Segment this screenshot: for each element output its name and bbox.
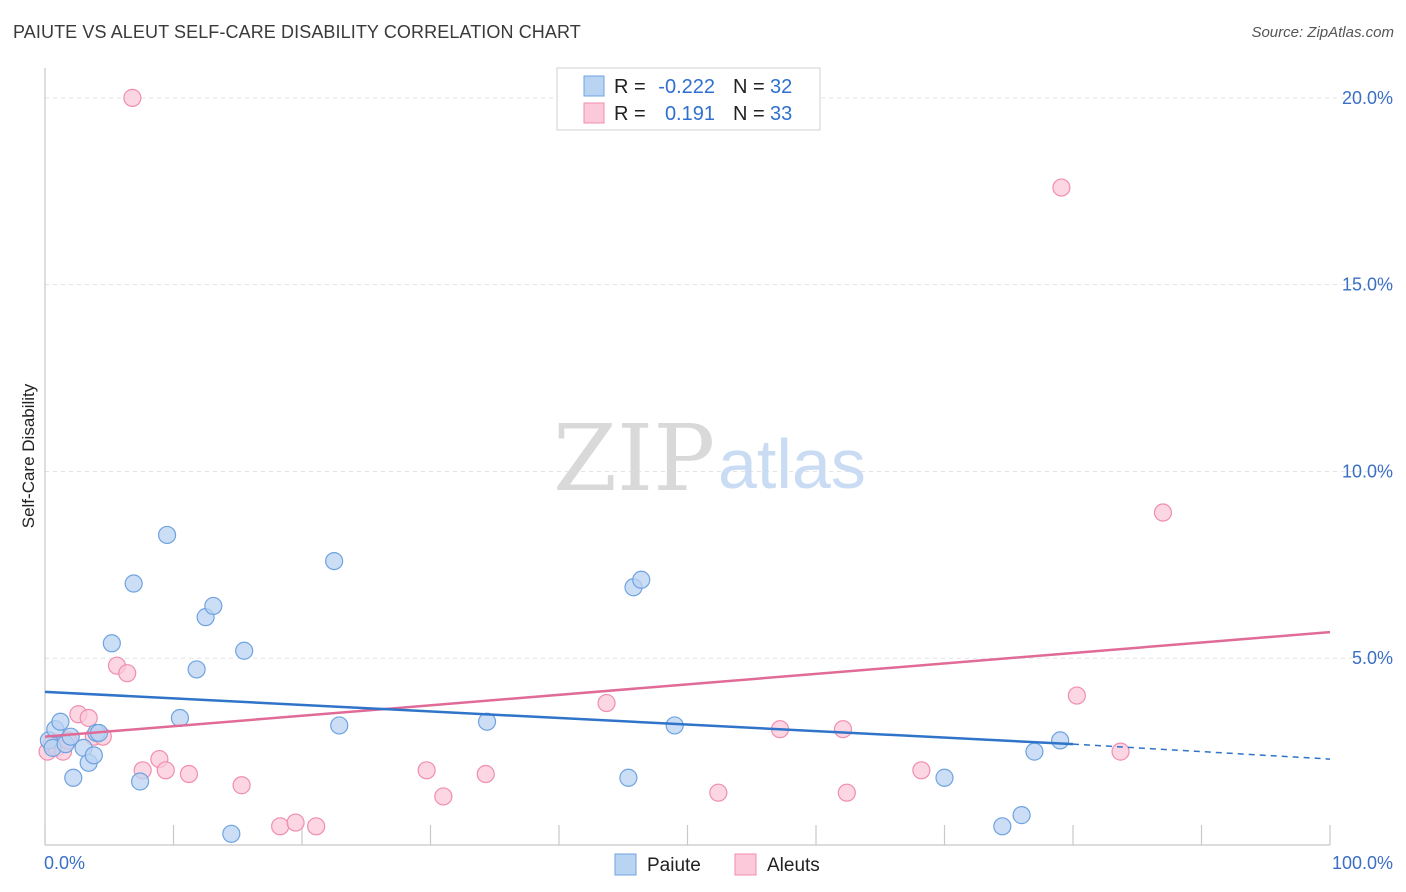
- aleuts-point-10: [118, 664, 137, 683]
- aleuts-point-19: [307, 817, 326, 836]
- y-axis-label: Self-Care Disability: [19, 383, 38, 528]
- paiute-point-29: [935, 768, 954, 787]
- paiute-point-12: [102, 634, 121, 653]
- paiute-point-28: [665, 716, 684, 735]
- aleuts-n-label: N =: [733, 103, 765, 125]
- paiute-point-33: [1051, 731, 1070, 750]
- paiute-point-30: [993, 817, 1012, 836]
- aleuts-point-32: [1153, 503, 1173, 522]
- paiute-series-label: Paiute: [647, 855, 701, 876]
- paiute-trend-line: [44, 690, 1074, 746]
- aleuts-r-value: 0.191: [665, 103, 715, 125]
- aleuts-point-31: [1111, 742, 1130, 761]
- aleuts-point-24: [709, 783, 728, 802]
- paiute-point-14: [130, 772, 150, 791]
- paiute-point-9: [84, 746, 103, 765]
- paiute-n-value: 32: [770, 76, 792, 98]
- watermark-zip: ZIP: [553, 405, 715, 512]
- y-axis-tick-labels: 5.0% 10.0% 15.0% 20.0%: [1342, 88, 1393, 668]
- aleuts-point-28: [912, 761, 931, 780]
- y-tick-label-3: 20.0%: [1342, 88, 1393, 108]
- chart-title: PAIUTE VS ALEUT SELF-CARE DISABILITY COR…: [13, 22, 581, 42]
- aleuts-point-23: [597, 693, 616, 713]
- aleuts-point-16: [232, 776, 251, 795]
- trend-lines: [44, 630, 1331, 760]
- aleuts-point-29: [1052, 178, 1071, 197]
- x-tick-label-min: 0.0%: [44, 853, 85, 873]
- paiute-point-31: [1012, 806, 1031, 825]
- paiute-point-19: [204, 596, 223, 616]
- aleuts-series-label: Aleuts: [767, 855, 820, 876]
- x-axis-ticks: [44, 825, 1331, 845]
- paiute-point-27: [632, 570, 651, 589]
- aleuts-point-18: [286, 813, 305, 832]
- watermark-atlas: atlas: [718, 425, 866, 503]
- paiute-point-32: [1025, 742, 1044, 761]
- aleuts-point-14: [156, 761, 175, 780]
- paiute-n-label: N =: [733, 76, 765, 98]
- aleuts-legend-swatch: [583, 102, 605, 124]
- y-tick-label-2: 15.0%: [1342, 275, 1393, 295]
- aleuts-point-26: [833, 720, 853, 739]
- paiute-point-21: [235, 641, 254, 660]
- paiute-point-15: [157, 525, 177, 545]
- paiute-point-6: [64, 768, 83, 787]
- paiute-trend-extension: [1072, 743, 1331, 760]
- stats-legend: R = -0.222 N = 32 R = 0.191 N = 33: [556, 67, 821, 131]
- aleuts-point-22: [476, 764, 495, 784]
- paiute-point-17: [187, 660, 206, 679]
- paiute-point-25: [619, 768, 638, 787]
- aleuts-point-20: [417, 761, 436, 780]
- aleuts-point-30: [1067, 686, 1086, 705]
- paiute-points: [39, 525, 1070, 843]
- aleuts-r-label: R =: [614, 103, 646, 125]
- aleuts-point-11: [123, 88, 142, 107]
- paiute-point-5: [61, 727, 80, 746]
- y-tick-label-1: 10.0%: [1342, 461, 1393, 481]
- aleuts-point-6: [79, 708, 98, 728]
- aleuts-n-value: 33: [770, 103, 792, 125]
- paiute-point-20: [222, 824, 241, 843]
- paiute-series-swatch: [614, 853, 637, 876]
- aleuts-point-27: [837, 783, 856, 802]
- x-tick-label-max: 100.0%: [1332, 853, 1393, 873]
- paiute-point-13: [124, 574, 143, 593]
- aleuts-point-15: [179, 764, 199, 784]
- paiute-legend-swatch: [583, 75, 605, 97]
- series-legend: Paiute Aleuts: [614, 853, 820, 876]
- paiute-point-3: [51, 712, 70, 731]
- source-note: Source: ZipAtlas.com: [1251, 24, 1394, 41]
- y-tick-label-0: 5.0%: [1352, 648, 1393, 668]
- gridlines: [45, 97, 1390, 659]
- paiute-r-value: -0.222: [658, 76, 715, 98]
- aleuts-point-17: [271, 817, 290, 836]
- paiute-r-label: R =: [614, 76, 646, 98]
- aleuts-series-swatch: [734, 853, 757, 876]
- aleuts-point-21: [434, 787, 453, 806]
- paiute-point-22: [325, 551, 344, 571]
- aleuts-trend-line: [44, 630, 1331, 738]
- paiute-point-16: [170, 708, 190, 728]
- paiute-point-23: [330, 716, 349, 735]
